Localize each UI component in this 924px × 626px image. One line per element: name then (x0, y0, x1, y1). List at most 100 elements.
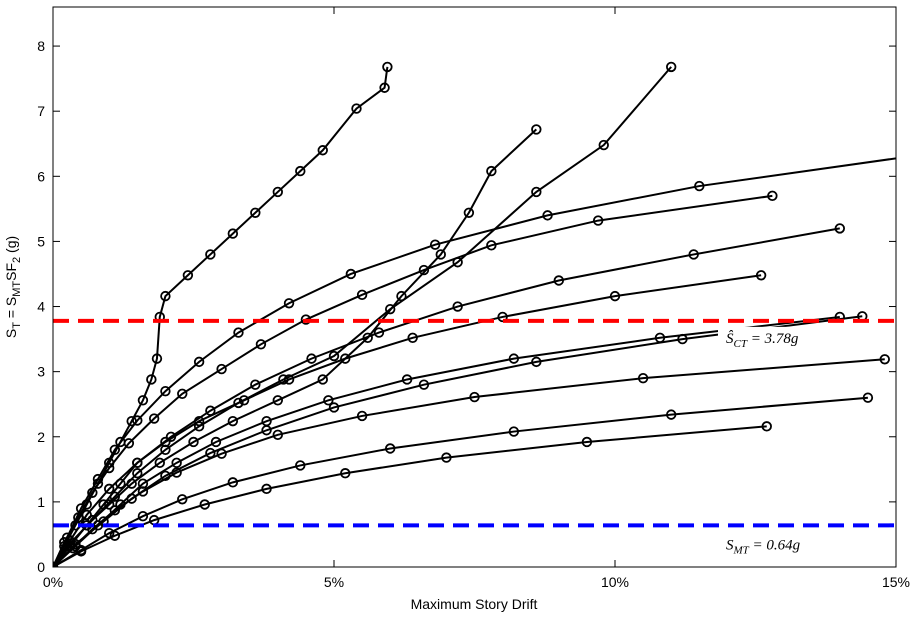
data-point (486, 240, 497, 251)
data-point (323, 395, 334, 406)
data-point (123, 438, 135, 449)
data-point (132, 457, 143, 469)
data-point (328, 350, 340, 362)
ida-curve (53, 66, 672, 567)
data-point (132, 415, 143, 426)
data-point (531, 124, 542, 135)
data-point (87, 487, 98, 498)
ida-curve (53, 227, 840, 567)
data-point (109, 491, 121, 502)
data-point (598, 139, 609, 151)
data-point (418, 379, 430, 390)
data-point (59, 537, 70, 548)
data-point (382, 61, 393, 73)
data-point (418, 264, 430, 276)
y-tick-label: 4 (37, 299, 45, 315)
data-point (199, 499, 210, 510)
data-point (767, 190, 778, 202)
data-point (182, 270, 194, 281)
data-point (879, 354, 890, 365)
y-label-part: 2 (11, 257, 23, 263)
data-point (160, 444, 171, 455)
data-point (250, 379, 261, 390)
y-tick-label: 0 (37, 559, 45, 575)
data-point (272, 186, 284, 198)
data-point (103, 499, 115, 510)
data-point (109, 530, 121, 541)
ida-curve (53, 274, 762, 567)
data-point (177, 388, 188, 399)
data-point (407, 332, 418, 343)
data-point (177, 494, 188, 505)
data-point (227, 228, 239, 239)
ida-curve (53, 396, 868, 567)
data-point (272, 395, 284, 406)
data-point (328, 402, 340, 413)
data-point (452, 301, 463, 312)
data-point (132, 468, 143, 479)
data-point (306, 353, 317, 364)
data-point (188, 436, 199, 448)
data-point (109, 505, 121, 516)
label-symbol: S (726, 537, 734, 553)
data-point (385, 303, 396, 315)
data-point (592, 215, 604, 226)
data-point (103, 462, 115, 474)
y-tick-label: 2 (37, 429, 45, 445)
x-axis-label: Maximum Story Drift (411, 596, 538, 612)
data-point (609, 290, 621, 302)
data-point (385, 443, 396, 454)
plot-frame (52, 6, 897, 568)
data-point (146, 374, 157, 385)
data-point (761, 421, 772, 432)
data-point (103, 483, 115, 495)
data-point (126, 493, 137, 504)
label-symbol: Ŝ (726, 330, 734, 347)
x-tick-label: 10% (601, 574, 629, 590)
data-point (233, 327, 244, 338)
data-point (441, 452, 452, 463)
data-point (435, 249, 446, 260)
data-point (148, 413, 160, 424)
y-label-part: SF (3, 263, 19, 281)
data-point (67, 542, 78, 554)
y-label-part: MT (11, 281, 23, 297)
label-text: = 0.64g (749, 537, 801, 553)
data-point (379, 82, 390, 93)
y-tick-label: 5 (37, 233, 45, 249)
data-point (666, 61, 677, 73)
x-tick-label: 15% (882, 574, 910, 590)
data-point (340, 353, 351, 364)
data-point (165, 431, 177, 442)
y-label-part: S (3, 329, 19, 338)
data-point (401, 374, 413, 385)
data-point (205, 405, 216, 416)
data-point (261, 483, 272, 495)
data-point (317, 374, 328, 385)
data-point (193, 356, 205, 368)
data-point (677, 333, 688, 345)
data-point (429, 239, 441, 250)
plot-area (53, 61, 896, 567)
data-point (295, 165, 306, 177)
data-point (238, 395, 250, 406)
data-point (531, 356, 542, 368)
data-point (171, 457, 182, 469)
data-point (345, 268, 357, 280)
reference-label: ŜCT = 3.78g (726, 330, 799, 350)
annotation-bg (718, 326, 818, 351)
y-label-part: (g) (3, 236, 19, 257)
ida-curve (53, 157, 896, 567)
data-point (137, 395, 149, 406)
data-point (340, 468, 351, 479)
x-tick-label: 5% (324, 574, 344, 590)
data-point (666, 409, 677, 420)
data-point (553, 275, 565, 286)
data-point (233, 397, 244, 409)
data-point (834, 223, 846, 234)
data-point (283, 298, 295, 309)
data-point (160, 290, 171, 302)
label-subscript: CT (734, 338, 748, 350)
